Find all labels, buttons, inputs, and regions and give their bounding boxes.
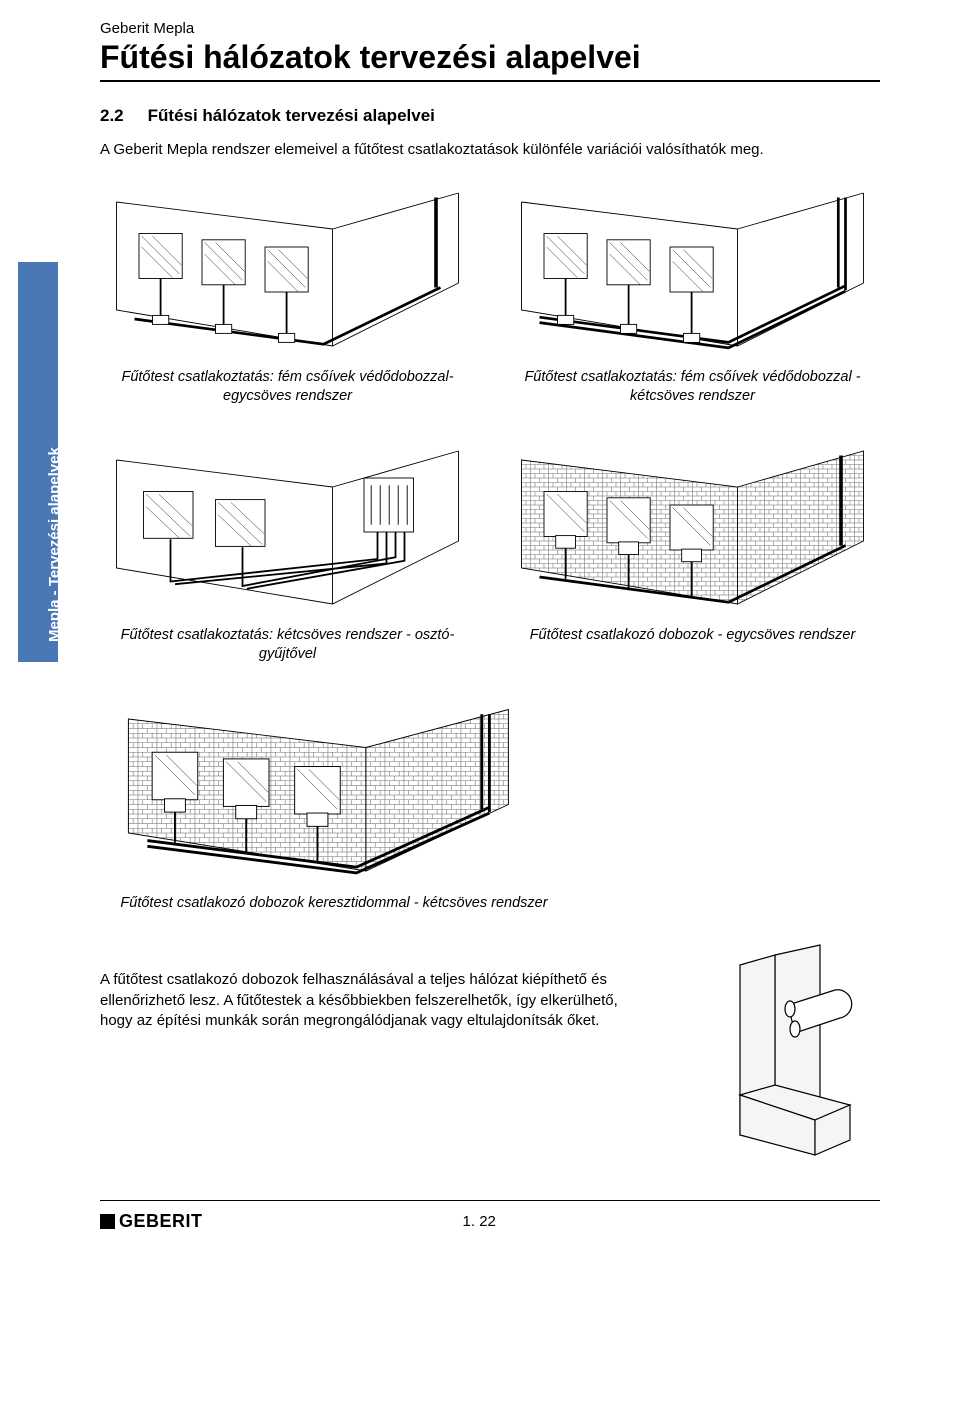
- figure-4-illustration: [505, 442, 880, 622]
- figure-3-illustration: [100, 442, 475, 622]
- figure-2-caption: Fűtőtest csatlakoztatás: fém csőívek véd…: [505, 368, 880, 406]
- page-footer: GEBERIT 1. 22: [100, 1200, 880, 1232]
- closing-paragraph: A fűtőtest csatlakozó dobozok felhasznál…: [100, 970, 640, 1031]
- section-title: Fűtési hálózatok tervezési alapelvei: [148, 106, 435, 126]
- side-tab: Mepla - Tervezési alapelvek: [18, 262, 58, 662]
- figure-4-caption: Fűtőtest csatlakozó dobozok - egycsöves …: [505, 626, 880, 645]
- figure-row-2: Fűtőtest csatlakoztatás: kétcsöves rends…: [100, 442, 880, 692]
- intro-paragraph: A Geberit Mepla rendszer elemeivel a fűt…: [100, 140, 880, 160]
- figure-5-caption: Fűtőtest csatlakozó dobozok keresztidomm…: [100, 894, 568, 913]
- section-number: 2.2: [100, 106, 124, 126]
- brand-logo: GEBERIT: [100, 1211, 203, 1232]
- side-tab-label: Mepla - Tervezési alapelvek: [46, 447, 63, 642]
- figure-3-caption: Fűtőtest csatlakoztatás: kétcsöves rends…: [100, 626, 475, 664]
- figure-1-caption: Fűtőtest csatlakoztatás: fém csőívek véd…: [100, 368, 475, 406]
- section-heading: 2.2 Fűtési hálózatok tervezési alapelvei: [100, 106, 880, 126]
- connector-detail-illustration: [680, 940, 880, 1170]
- figure-1-illustration: [100, 184, 475, 364]
- brand-name: GEBERIT: [119, 1211, 203, 1232]
- figure-5-illustration: [100, 700, 537, 890]
- page-title: Fűtési hálózatok tervezési alapelvei: [100, 39, 880, 82]
- page-number: 1. 22: [463, 1213, 496, 1230]
- product-line: Geberit Mepla: [100, 20, 880, 37]
- figure-row-3: Fűtőtest csatlakozó dobozok keresztidomm…: [100, 700, 880, 913]
- closing-row: A fűtőtest csatlakozó dobozok felhasznál…: [100, 940, 880, 1170]
- logo-square-icon: [100, 1214, 115, 1229]
- figure-row-1: Fűtőtest csatlakoztatás: fém csőívek véd…: [100, 184, 880, 434]
- figure-2-illustration: [505, 184, 880, 364]
